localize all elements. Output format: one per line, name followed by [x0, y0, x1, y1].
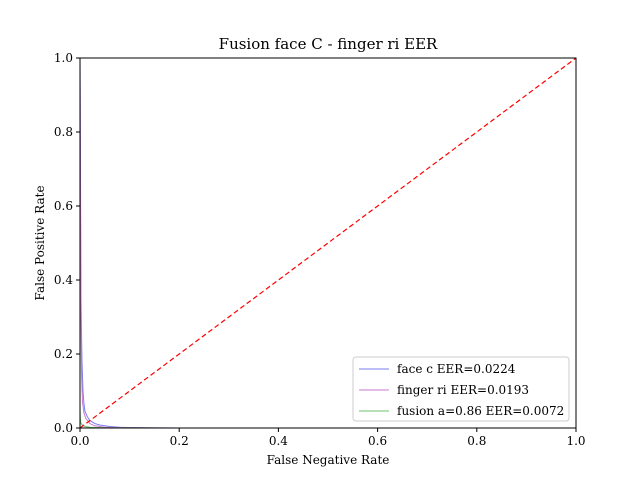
legend-box	[352, 356, 570, 422]
y-tick-label: 0.0	[54, 421, 73, 435]
series-line-2	[80, 409, 180, 428]
series-line-0	[80, 58, 180, 428]
legend: face c EER=0.0224 finger ri EER=0.0193 fus…	[352, 356, 570, 422]
legend-entry: face c EER=0.0224	[397, 362, 516, 376]
x-tick-label: 0.2	[170, 434, 189, 448]
x-axis-ticks: 0.0 0.2 0.4 0.6 0.8 1.0	[70, 428, 586, 448]
y-tick-label: 0.4	[54, 273, 73, 287]
y-tick-label: 0.8	[54, 125, 73, 139]
x-axis-label: False Negative Rate	[267, 453, 390, 467]
y-axis-ticks: 0.0 0.2 0.4 0.6 0.8 1.0	[54, 51, 80, 435]
plot-frame	[79, 57, 577, 429]
y-axis-label: False Positive Rate	[33, 185, 47, 300]
y-tick-label: 0.6	[54, 199, 73, 213]
y-tick-label: 1.0	[54, 51, 73, 65]
legend-entry: fusion a=0.86 EER=0.0072	[397, 404, 564, 418]
y-tick-label: 0.2	[54, 347, 73, 361]
diagonal-reference-line	[80, 58, 576, 428]
x-tick-label: 0.0	[70, 434, 89, 448]
x-tick-label: 0.4	[269, 434, 288, 448]
legend-entry: finger ri EER=0.0193	[397, 383, 529, 397]
series-line-1	[80, 58, 180, 428]
x-tick-label: 0.6	[368, 434, 387, 448]
x-tick-label: 1.0	[566, 434, 585, 448]
chart-title: Fusion face C - finger ri EER	[219, 35, 438, 53]
x-tick-label: 0.8	[467, 434, 486, 448]
